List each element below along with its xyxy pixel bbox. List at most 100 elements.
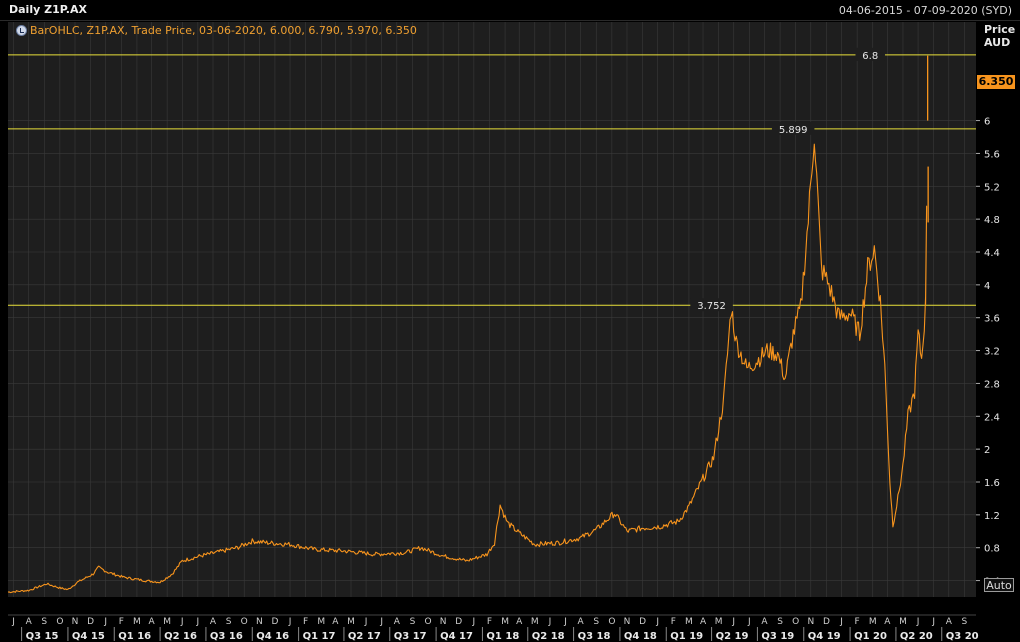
y-tick-label: 3.2 <box>984 347 1000 358</box>
month-tick-label: F <box>119 617 124 627</box>
month-tick-label: N <box>624 617 631 627</box>
month-tick-label: N <box>256 617 263 627</box>
month-tick-label: D <box>87 617 94 627</box>
month-tick-label: M <box>869 617 877 627</box>
y-tick-label: 6 <box>984 117 990 128</box>
quarter-tick-label: Q3 18 <box>578 631 611 642</box>
month-tick-label: N <box>807 617 814 627</box>
month-tick-label: A <box>332 617 339 627</box>
month-tick-label: M <box>899 617 907 627</box>
month-tick-label: J <box>196 617 200 627</box>
plot-area <box>8 22 976 597</box>
month-tick-label: O <box>792 617 799 627</box>
quarter-tick-label: Q4 17 <box>440 631 473 642</box>
quarter-tick-label: Q3 15 <box>26 631 59 642</box>
month-tick-label: J <box>472 617 476 627</box>
month-tick-label: F <box>487 617 492 627</box>
y-tick-label: 5.2 <box>984 182 1000 193</box>
quarter-tick-label: Q3 20 <box>946 631 979 642</box>
month-tick-label: J <box>364 617 368 627</box>
y-tick-label: 4 <box>984 281 990 292</box>
legend-text: BarOHLC, Z1P.AX, Trade Price, 03-06-2020… <box>30 24 417 37</box>
quarter-tick-label: Q2 20 <box>900 631 933 642</box>
price-label: Price <box>984 23 1016 36</box>
auto-scale-button[interactable]: Auto <box>984 578 1014 592</box>
month-tick-label: J <box>11 617 15 627</box>
reference-label: 6.8 <box>862 51 878 62</box>
month-tick-label: A <box>516 617 523 627</box>
quarter-tick-label: Q1 20 <box>854 631 887 642</box>
date-range[interactable]: 04-06-2015 - 07-09-2020 (SYD) <box>838 4 1012 17</box>
price-axis-title: Price AUD <box>984 23 1015 49</box>
month-tick-label: M <box>163 617 171 627</box>
quarter-tick-label: Q1 18 <box>486 631 519 642</box>
series-legend[interactable]: BarOHLC, Z1P.AX, Trade Price, 03-06-2020… <box>16 24 417 37</box>
quarter-tick-label: Q2 19 <box>716 631 749 642</box>
month-tick-label: A <box>26 617 33 627</box>
y-tick-label: 2.4 <box>984 412 1000 423</box>
quarter-tick-label: Q2 17 <box>348 631 381 642</box>
reference-label-bg <box>855 47 885 61</box>
month-tick-label: A <box>761 617 768 627</box>
month-tick-label: A <box>394 617 401 627</box>
y-tick-label: 1.2 <box>984 511 1000 522</box>
quarter-tick-label: Q1 17 <box>303 631 336 642</box>
month-tick-label: N <box>440 617 447 627</box>
month-tick-label: J <box>103 617 107 627</box>
quarter-tick-label: Q4 16 <box>256 631 289 642</box>
quarter-tick-label: Q1 16 <box>118 631 151 642</box>
month-tick-label: J <box>180 617 184 627</box>
quarter-tick-label: Q4 18 <box>624 631 657 642</box>
month-tick-label: O <box>424 617 431 627</box>
y-tick-label: 3.6 <box>984 314 1000 325</box>
quarter-tick-label: Q4 15 <box>72 631 105 642</box>
y-tick-label: 4.8 <box>984 215 1000 226</box>
y-tick-label: 4.4 <box>984 248 1000 259</box>
month-tick-label: S <box>777 617 783 627</box>
quarter-tick-label: Q3 17 <box>394 631 427 642</box>
y-tick-label: 0.8 <box>984 544 1000 555</box>
month-tick-label: S <box>593 617 599 627</box>
reference-label: 5.899 <box>779 125 808 136</box>
month-tick-label: A <box>884 617 891 627</box>
month-tick-label: J <box>931 617 935 627</box>
month-tick-label: J <box>747 617 751 627</box>
reference-label: 3.752 <box>697 301 726 312</box>
month-tick-label: J <box>288 617 292 627</box>
month-tick-label: A <box>700 617 707 627</box>
month-tick-label: J <box>655 617 659 627</box>
y-tick-label: 2.8 <box>984 379 1000 390</box>
month-tick-label: J <box>379 617 383 627</box>
month-tick-label: F <box>671 617 676 627</box>
grid <box>8 22 976 597</box>
currency-label: AUD <box>984 36 1011 49</box>
quarter-tick-label: Q3 16 <box>210 631 243 642</box>
month-tick-label: M <box>715 617 723 627</box>
quarter-tick-label: Q2 16 <box>164 631 197 642</box>
month-tick-label: A <box>210 617 217 627</box>
month-tick-label: O <box>608 617 615 627</box>
month-tick-label: A <box>578 617 585 627</box>
month-tick-label: M <box>685 617 693 627</box>
price-line <box>7 143 928 594</box>
last-price-badge: 6.350 <box>977 75 1015 89</box>
month-tick-label: N <box>72 617 79 627</box>
month-tick-label: J <box>839 617 843 627</box>
y-tick-label: 5.6 <box>984 149 1000 160</box>
month-tick-label: D <box>639 617 646 627</box>
month-tick-label: F <box>303 617 308 627</box>
month-tick-label: O <box>241 617 248 627</box>
month-tick-label: D <box>823 617 830 627</box>
month-tick-label: J <box>731 617 735 627</box>
series-icon[interactable] <box>16 25 27 36</box>
month-tick-label: D <box>455 617 462 627</box>
month-tick-label: J <box>563 617 567 627</box>
month-tick-label: D <box>271 617 278 627</box>
y-axis: 0.40.81.21.622.42.83.23.644.44.85.25.66 <box>976 117 1000 588</box>
month-tick-label: M <box>531 617 539 627</box>
quarter-tick-label: Q4 19 <box>808 631 841 642</box>
month-tick-label: M <box>133 617 141 627</box>
